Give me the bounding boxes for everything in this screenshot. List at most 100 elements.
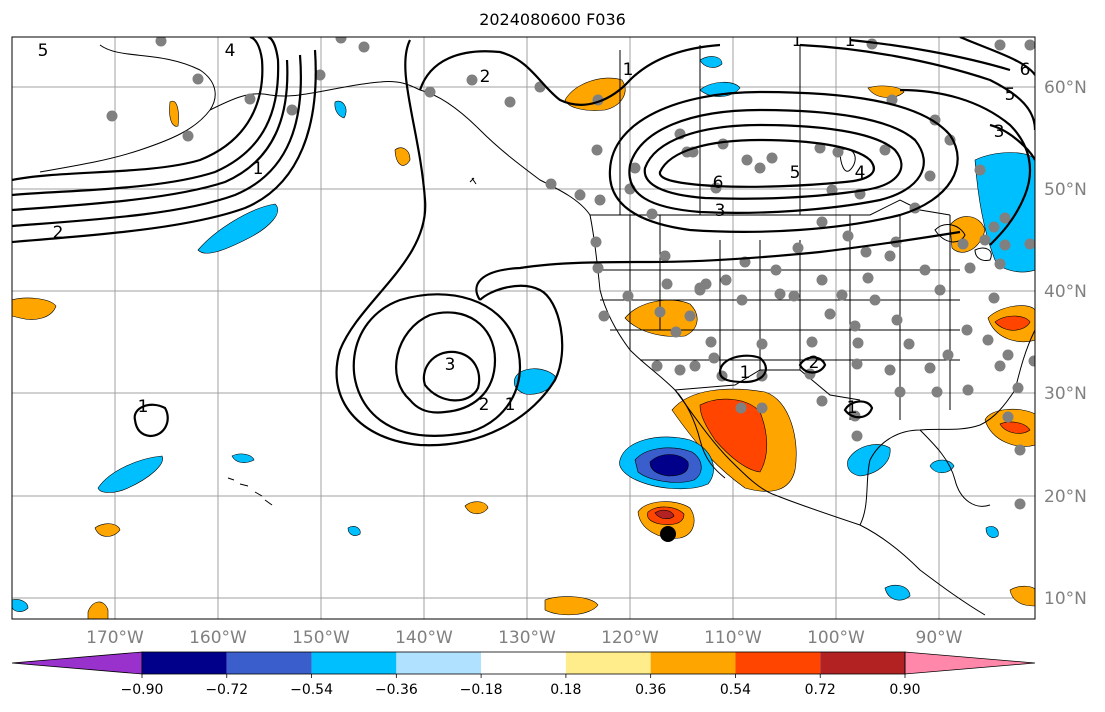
station-dot (816, 274, 828, 286)
station-dot (862, 272, 874, 284)
station-dot (720, 274, 732, 286)
station-dot (1014, 444, 1026, 456)
contour-label: 1 (847, 398, 858, 418)
lat-label: 60°N (1044, 78, 1087, 98)
station-dot (816, 395, 828, 407)
station-dot (814, 142, 826, 154)
station-dot (988, 221, 1000, 233)
station-dot (598, 310, 610, 322)
colorbar-tick-label: −0.90 (121, 682, 164, 698)
colorbar-segment (735, 652, 821, 674)
colorbar-tick-label: 0.72 (805, 682, 836, 698)
station-dot (842, 230, 854, 242)
station-dot (574, 189, 586, 201)
contour-label: 4 (225, 41, 236, 61)
lon-label: 160°W (189, 628, 247, 648)
colorbar-extend-high (904, 651, 1036, 675)
lon-label: 90°W (916, 628, 963, 648)
station-dot (826, 184, 838, 196)
colorbar-outline (141, 651, 906, 675)
station-dot (894, 386, 906, 398)
station-dot (806, 336, 818, 348)
station-dot (592, 262, 604, 274)
station-dot (816, 216, 828, 228)
contour-label: 6 (1020, 60, 1031, 80)
station-dot (192, 73, 204, 85)
station-dot (689, 360, 701, 372)
station-dot (684, 310, 696, 322)
storm-position-marker (660, 526, 676, 542)
colorbar-tick-label: 0.90 (889, 682, 920, 698)
station-dot (884, 364, 896, 376)
station-dot (851, 430, 863, 442)
contour-label: 4 (855, 163, 866, 183)
station-dot (659, 250, 671, 262)
station-dot (982, 334, 994, 346)
colorbar-tick-label: 0.36 (635, 682, 666, 698)
lon-label: 170°W (86, 628, 144, 648)
station-dot (1024, 238, 1035, 250)
colorbar-segment (311, 652, 397, 674)
colorbar-segment (650, 652, 736, 674)
contour-label: 3 (445, 355, 456, 375)
lat-label: 40°N (1044, 282, 1087, 302)
station-dot (1002, 349, 1014, 361)
latitude-labels: 60°N 50°N 40°N 30°N 20°N 10°N (1044, 78, 1087, 609)
map-title: 2024080600 F036 (479, 10, 626, 29)
colorbar-segment (226, 652, 312, 674)
station-dot (860, 246, 872, 258)
station-dot (651, 360, 663, 372)
station-dot (999, 212, 1011, 224)
contour-label: 1 (253, 159, 264, 179)
colorbar-tick-label: 0.54 (720, 682, 751, 698)
station-dot (994, 39, 1006, 51)
contour-label: 5 (38, 41, 49, 61)
station-dot (961, 324, 973, 336)
station-dot (754, 162, 766, 174)
station-dot (674, 364, 686, 376)
colorbar-segment (565, 652, 651, 674)
contour-label: 1 (792, 31, 803, 51)
station-dot (934, 284, 946, 296)
station-dot (670, 326, 682, 338)
station-dot (919, 264, 931, 276)
contour-label: 2 (480, 67, 491, 87)
map-frame (11, 36, 1036, 620)
station-dot (661, 278, 673, 290)
station-dot (931, 386, 943, 398)
colorbar-tick-label: −0.72 (205, 682, 248, 698)
colorbar-segment (481, 652, 566, 674)
station-dot (1014, 498, 1026, 510)
station-dot (717, 138, 729, 150)
station-dot (994, 360, 1006, 372)
station-dot (590, 236, 602, 248)
station-dot (994, 258, 1006, 270)
colorbar-tick-label: 0.18 (550, 682, 581, 698)
contour-label: 2 (479, 395, 490, 415)
contour-label: 1 (505, 395, 516, 415)
station-dot (962, 384, 974, 396)
station-dot (999, 239, 1011, 251)
station-dot (314, 69, 326, 81)
colorbar: −0.90 −0.72 −0.54 −0.36 −0.18 0.18 0.36 0.54 0.7… (11, 651, 1036, 698)
station-dot (891, 314, 903, 326)
lon-label: 120°W (601, 628, 659, 648)
station-dot (466, 74, 478, 86)
station-dot (106, 110, 118, 122)
station-dot (852, 337, 864, 349)
lat-label: 10°N (1044, 589, 1087, 609)
contour-label: 1 (740, 363, 751, 383)
contour-label: 2 (53, 223, 64, 243)
station-dot (1028, 355, 1035, 367)
station-dot (879, 144, 891, 156)
station-dot (788, 290, 800, 302)
station-dot (741, 154, 753, 166)
station-dot (708, 352, 720, 364)
station-dot (988, 292, 1000, 304)
station-dot (705, 336, 717, 348)
station-dot (622, 290, 634, 302)
station-dot (884, 250, 896, 262)
contour-label: 3 (715, 201, 726, 221)
station-dot (504, 96, 516, 108)
station-dot (654, 306, 666, 318)
